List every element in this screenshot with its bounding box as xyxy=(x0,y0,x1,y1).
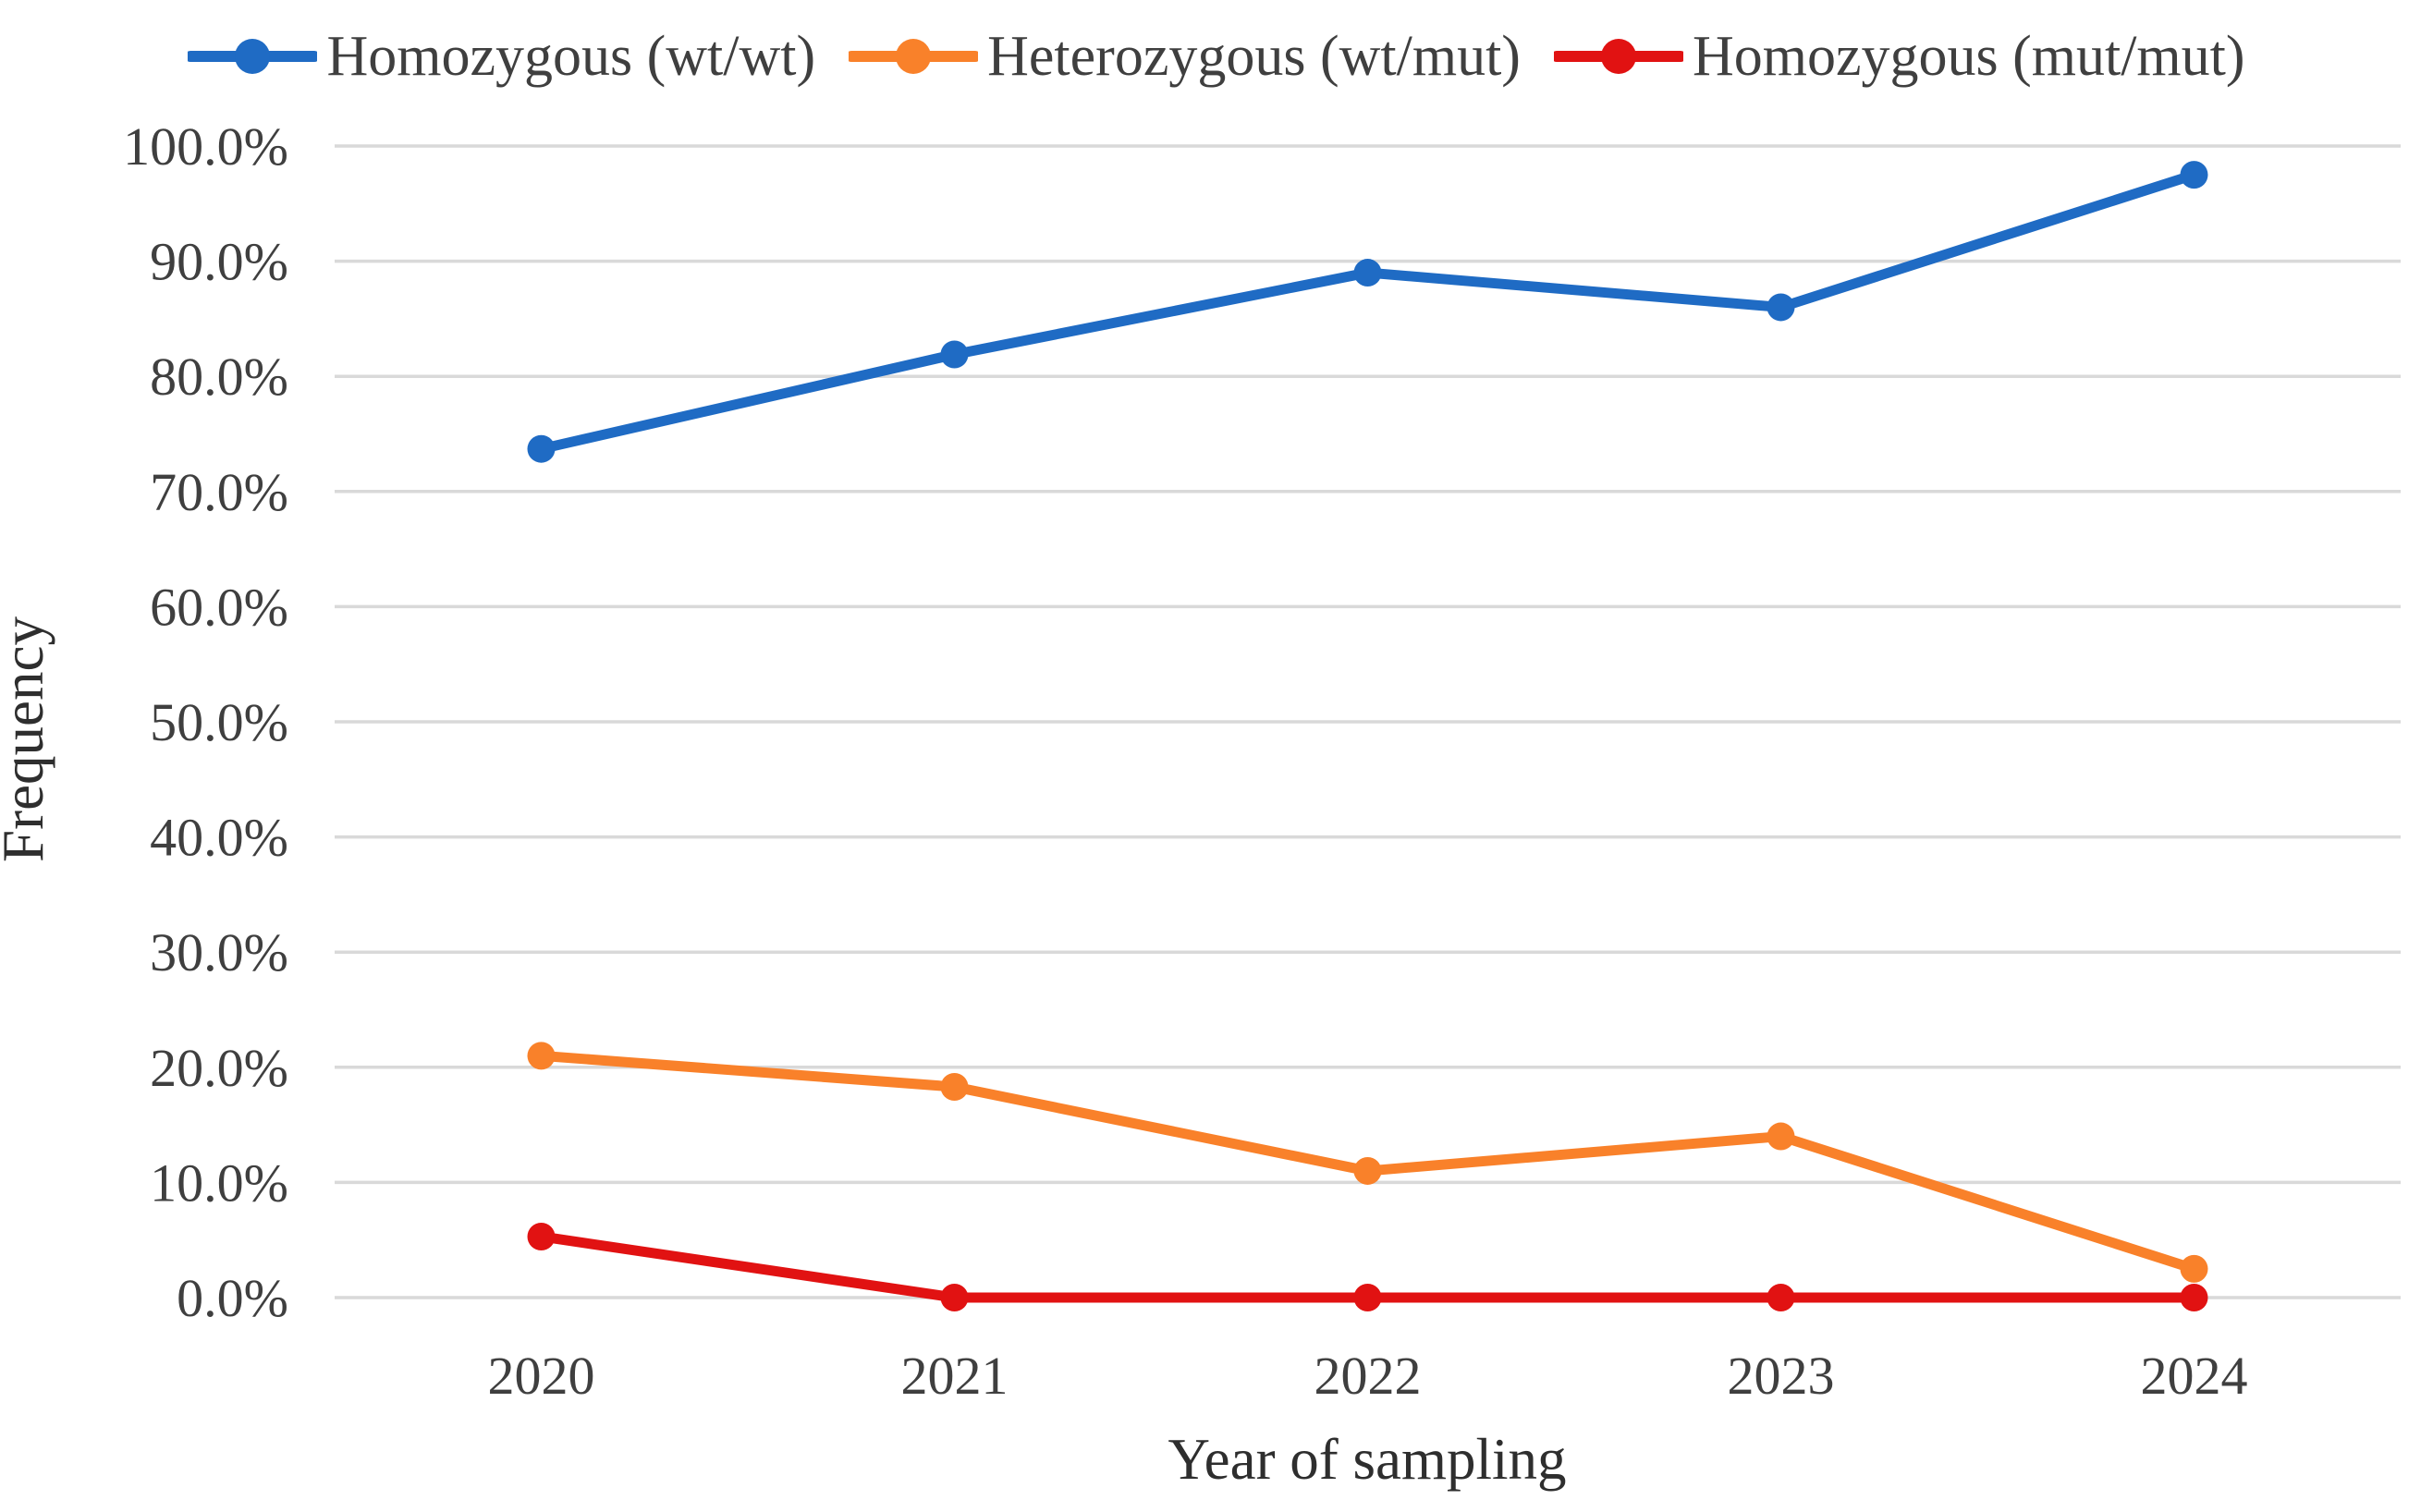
data-point xyxy=(1767,1284,1795,1311)
data-point xyxy=(1767,1122,1795,1151)
line-marker-icon xyxy=(188,39,318,74)
legend-item-homozygous-wtwt: Homozygous (wt/wt) xyxy=(188,28,815,85)
data-point xyxy=(527,1042,556,1070)
legend-item-homozygous-mutmut: Homozygous (mut/mut) xyxy=(1553,25,2245,88)
x-tick-label: 2021 xyxy=(901,1346,1009,1406)
legend-label: Homozygous (mut/mut) xyxy=(1692,25,2245,88)
legend: Homozygous (wt/wt) Heterozygous (wt/mut)… xyxy=(0,28,2433,85)
data-point xyxy=(1353,1156,1382,1185)
data-point xyxy=(527,434,556,463)
line-marker-icon xyxy=(849,39,979,74)
data-point xyxy=(940,340,969,369)
x-tick-label: 2020 xyxy=(488,1346,595,1406)
y-tick-label: 20.0% xyxy=(150,1038,288,1098)
y-tick-label: 30.0% xyxy=(150,922,288,982)
legend-label: Homozygous (wt/wt) xyxy=(326,25,816,88)
y-tick-label: 40.0% xyxy=(150,808,288,868)
data-point xyxy=(527,1222,556,1250)
data-point xyxy=(2180,1284,2208,1311)
data-point xyxy=(2180,1254,2208,1283)
tick-labels-group: 0.0% 10.0% 20.0% 30.0% 40.0% 50.0% 60.0% 70.0% 8… xyxy=(123,116,2247,1406)
data-point xyxy=(940,1072,969,1101)
y-tick-label: 90.0% xyxy=(150,232,288,292)
y-tick-label: 80.0% xyxy=(150,347,288,407)
y-tick-label: 60.0% xyxy=(150,577,288,637)
series-group xyxy=(527,161,2208,1311)
y-tick-label: 70.0% xyxy=(150,462,288,522)
y-tick-label: 10.0% xyxy=(150,1152,288,1213)
x-axis-title: Year of sampling xyxy=(1168,1427,1566,1492)
y-tick-label: 0.0% xyxy=(177,1268,288,1328)
x-tick-label: 2023 xyxy=(1728,1346,1835,1406)
data-point xyxy=(2180,161,2208,189)
data-point xyxy=(940,1284,969,1311)
gridlines-group xyxy=(335,144,2401,1299)
y-tick-label: 50.0% xyxy=(150,692,288,752)
y-axis-title: Frequency xyxy=(0,616,55,862)
line-marker-icon xyxy=(1553,39,1683,74)
x-tick-label: 2024 xyxy=(2141,1346,2248,1406)
legend-item-heterozygous-wtmut: Heterozygous (wt/mut) xyxy=(849,28,1521,85)
data-point xyxy=(1353,1284,1382,1311)
legend-label: Heterozygous (wt/mut) xyxy=(987,25,1521,88)
data-point xyxy=(1767,293,1795,322)
series-line-0 xyxy=(536,169,2199,455)
y-tick-label: 100.0% xyxy=(123,116,288,177)
data-point xyxy=(1353,259,1382,287)
x-tick-label: 2022 xyxy=(1314,1346,1422,1406)
